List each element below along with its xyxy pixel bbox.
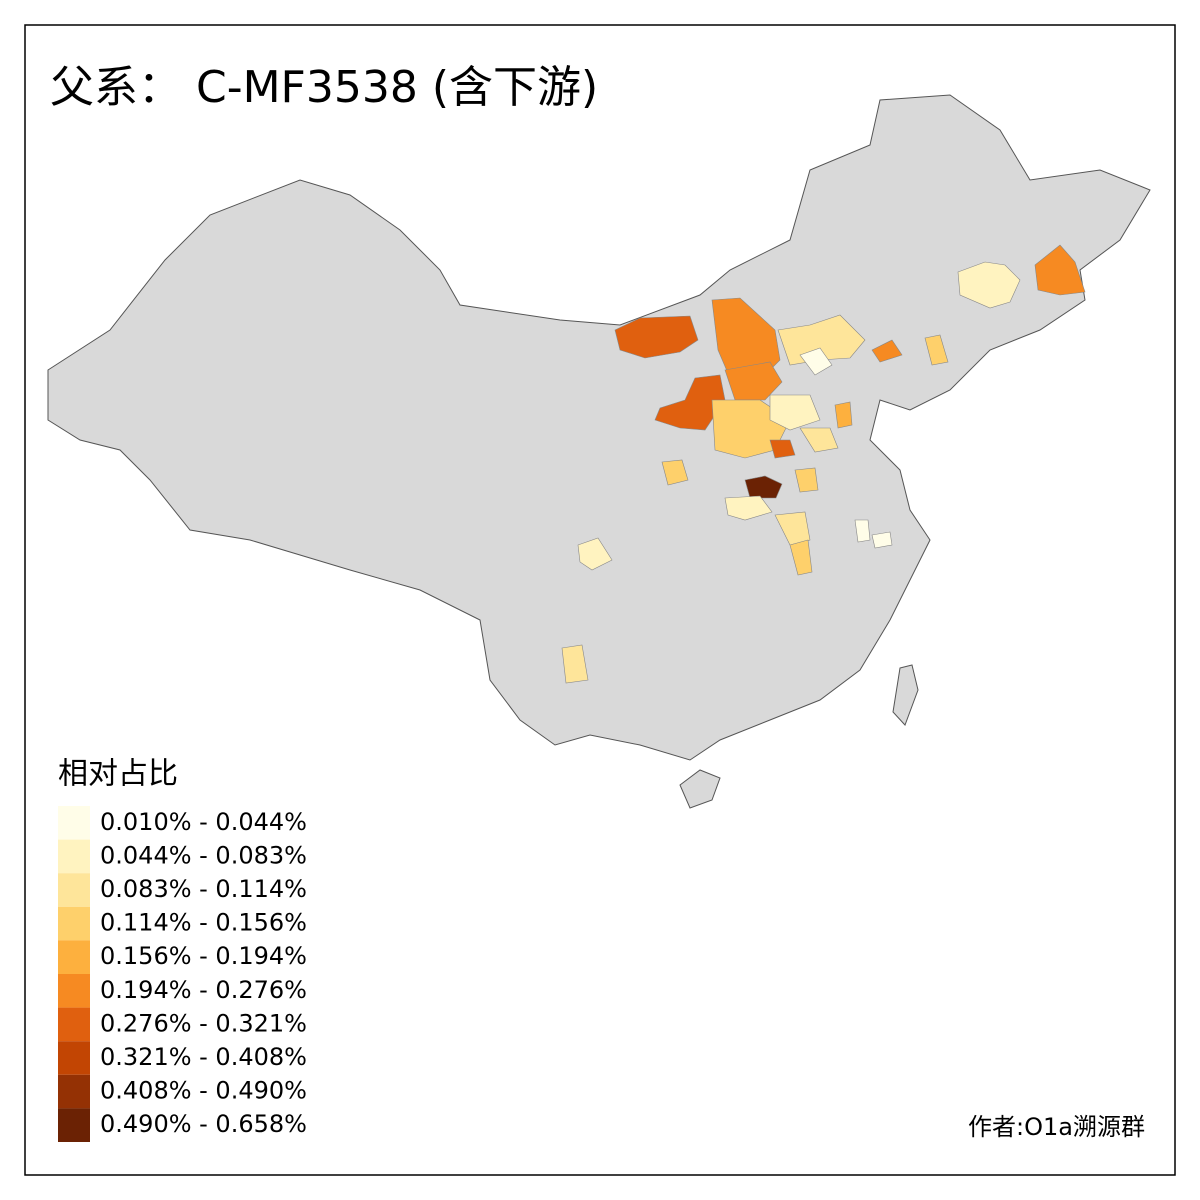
- legend-label: 0.083% - 0.114%: [100, 875, 307, 903]
- legend-label: 0.408% - 0.490%: [100, 1077, 307, 1105]
- legend-label: 0.321% - 0.408%: [100, 1043, 307, 1071]
- legend-label: 0.194% - 0.276%: [100, 976, 307, 1004]
- legend-swatch: [58, 1041, 90, 1075]
- region: [561, 644, 589, 684]
- region: [744, 475, 783, 499]
- legend-label: 0.114% - 0.156%: [100, 909, 307, 937]
- region: [854, 519, 871, 543]
- hainan: [679, 769, 721, 809]
- legend: 0.010% - 0.044% 0.044% - 0.083% 0.083% - 0…: [58, 806, 307, 1142]
- region: [654, 374, 726, 431]
- legend-label: 0.010% - 0.044%: [100, 808, 307, 836]
- map: [47, 94, 1151, 809]
- region: [724, 495, 773, 521]
- legend-swatch: [58, 873, 90, 907]
- region: [769, 394, 821, 431]
- legend-swatch: [58, 940, 90, 974]
- legend-label: 0.276% - 0.321%: [100, 1009, 307, 1037]
- legend-swatch: [58, 839, 90, 874]
- taiwan: [892, 664, 919, 726]
- legend-swatch: [58, 1108, 90, 1142]
- legend-swatch: [58, 806, 90, 840]
- regions: [561, 244, 1086, 684]
- region: [614, 315, 699, 359]
- region: [871, 531, 893, 549]
- region: [577, 537, 613, 571]
- legend-label: 0.156% - 0.194%: [100, 942, 307, 970]
- region: [724, 361, 783, 401]
- legend-swatch: [58, 1007, 90, 1042]
- legend-label: 0.044% - 0.083%: [100, 841, 307, 869]
- region: [957, 261, 1021, 309]
- region: [1034, 244, 1086, 296]
- legend-title: 相对占比: [58, 757, 178, 792]
- legend-swatch: [58, 906, 90, 941]
- region: [794, 467, 819, 493]
- china-mainland: [47, 94, 1151, 761]
- legend-label: 0.490% - 0.658%: [100, 1110, 307, 1138]
- legend-swatch: [58, 1074, 90, 1109]
- region: [661, 459, 689, 486]
- region: [834, 401, 853, 429]
- region: [871, 339, 903, 363]
- region: [769, 439, 796, 459]
- author: 作者:O1a溯源群: [968, 1113, 1145, 1141]
- region: [924, 334, 949, 366]
- title: 父系： C-MF3538 (含下游): [50, 62, 598, 113]
- legend-swatch: [58, 974, 90, 1008]
- region: [789, 539, 813, 576]
- region: [799, 347, 833, 376]
- region: [777, 314, 866, 366]
- region: [774, 511, 811, 546]
- region: [799, 427, 839, 453]
